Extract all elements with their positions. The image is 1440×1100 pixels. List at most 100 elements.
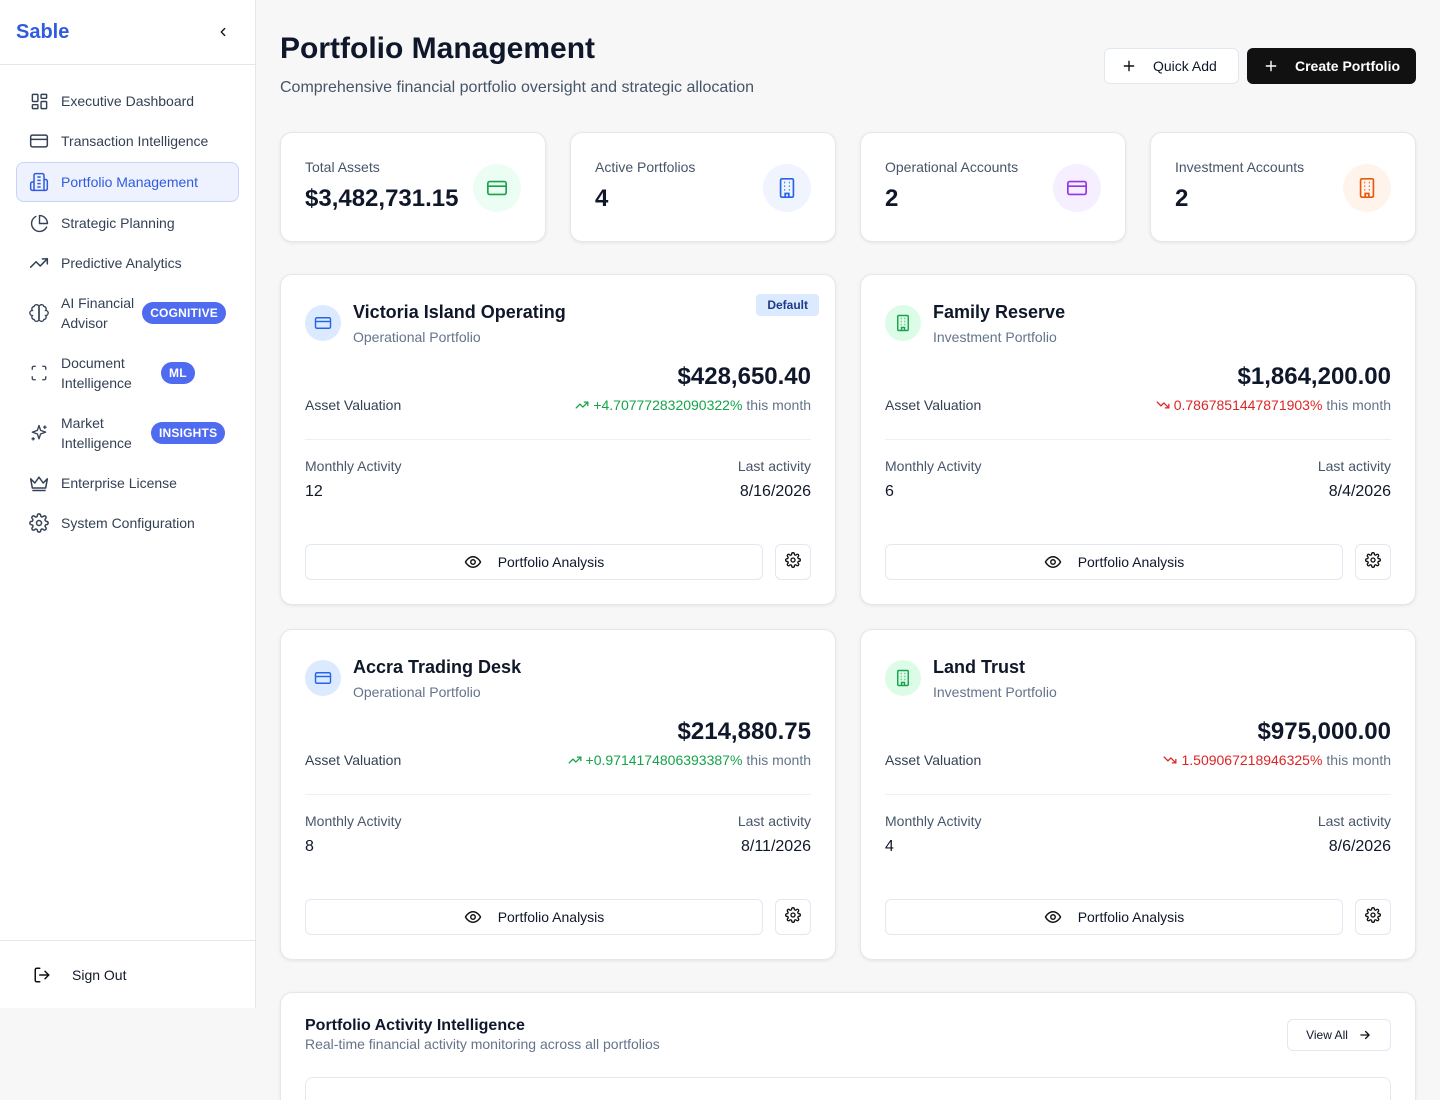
sidebar-item-label: Strategic Planning <box>61 215 175 231</box>
change-value: +4.707772832090322% <box>593 397 743 413</box>
portfolio-name: Family Reserve <box>933 302 1066 322</box>
trending-up-icon <box>29 253 49 273</box>
portfolio-analysis-label: Portfolio Analysis <box>1077 909 1185 925</box>
sidebar-item-market-intelligence[interactable]: Market Intelligence INSIGHTS <box>16 403 239 463</box>
sidebar-item-strategic-planning[interactable]: Strategic Planning <box>16 203 239 243</box>
monthly-change: +0.9714174806393387% this month <box>568 752 811 768</box>
building-icon <box>885 660 921 696</box>
asset-valuation-label: Asset Valuation <box>885 752 982 768</box>
stat-value: 2 <box>885 185 899 212</box>
portfolio-analysis-button[interactable]: Portfolio Analysis <box>305 899 763 935</box>
portfolio-card: Victoria Island Operating Operational Po… <box>280 274 836 605</box>
view-all-button[interactable]: View All <box>1287 1019 1391 1051</box>
portfolio-analysis-button[interactable]: Portfolio Analysis <box>885 899 1343 935</box>
trending-up-icon <box>568 753 582 767</box>
default-badge: Default <box>756 294 819 316</box>
sidebar-item-document-intelligence[interactable]: Document Intelligence ML <box>16 343 239 403</box>
sidebar-item-executive-dashboard[interactable]: Executive Dashboard <box>16 81 239 121</box>
sidebar-item-label: Document Intelligence <box>61 355 132 391</box>
sidebar-item-label: System Configuration <box>61 515 195 531</box>
stat-label: Active Portfolios <box>595 159 696 175</box>
chevron-left-icon[interactable] <box>215 24 231 40</box>
monthly-activity-label: Monthly Activity <box>885 813 982 829</box>
sidebar-item-enterprise-license[interactable]: Enterprise License <box>16 463 239 503</box>
sidebar-header: Sable <box>0 0 255 65</box>
portfolio-settings-button[interactable] <box>775 544 811 580</box>
stat-value: 2 <box>1175 185 1189 212</box>
view-all-label: View All <box>1306 1028 1348 1042</box>
stat-label: Operational Accounts <box>885 159 1019 175</box>
portfolio-card: Family Reserve Investment Portfolio $1,8… <box>860 274 1416 605</box>
gear-icon <box>1365 551 1381 573</box>
portfolio-amount: $428,650.40 <box>677 363 811 390</box>
quick-add-button[interactable]: Quick Add <box>1104 48 1239 84</box>
building-icon <box>29 172 49 192</box>
divider <box>305 439 811 440</box>
eye-icon <box>464 908 482 926</box>
create-portfolio-button[interactable]: Create Portfolio <box>1247 48 1416 84</box>
eye-icon <box>1044 553 1062 571</box>
portfolio-settings-button[interactable] <box>775 899 811 935</box>
portfolio-type: Investment Portfolio <box>933 684 1057 700</box>
eye-icon <box>464 553 482 571</box>
portfolio-amount: $975,000.00 <box>1257 718 1391 745</box>
plus-icon <box>1263 58 1279 74</box>
stat-card-total-assets: Total Assets $3,482,731.15 <box>280 132 546 242</box>
activity-title: Portfolio Activity Intelligence <box>305 1017 525 1034</box>
portfolio-name: Victoria Island Operating <box>353 302 566 322</box>
stat-card-investment-accounts: Investment Accounts 2 <box>1150 132 1416 242</box>
portfolio-settings-button[interactable] <box>1355 544 1391 580</box>
sidebar-nav: Executive Dashboard Transaction Intellig… <box>0 65 255 543</box>
building-icon <box>763 164 811 212</box>
layout-grid-icon <box>29 91 49 111</box>
monthly-activity-label: Monthly Activity <box>305 813 402 829</box>
sidebar-item-label: Transaction Intelligence <box>61 133 209 149</box>
quick-add-label: Quick Add <box>1153 58 1217 74</box>
portfolio-type: Investment Portfolio <box>933 329 1057 345</box>
last-activity-label: Last activity <box>1317 813 1391 829</box>
sidebar-item-system-configuration[interactable]: System Configuration <box>16 503 239 543</box>
stat-card-operational-accounts: Operational Accounts 2 <box>860 132 1126 242</box>
brain-icon <box>29 303 49 323</box>
last-activity-value: 8/6/2026 <box>1328 838 1391 855</box>
portfolio-settings-button[interactable] <box>1355 899 1391 935</box>
last-activity-value: 8/4/2026 <box>1328 483 1391 500</box>
stats-row: Total Assets $3,482,731.15 Active Portfo… <box>280 132 1416 242</box>
activity-subtitle: Real-time financial activity monitoring … <box>305 1036 660 1052</box>
sidebar-item-label: Predictive Analytics <box>61 255 182 271</box>
plus-icon <box>1121 58 1137 74</box>
credit-card-icon <box>29 131 49 151</box>
sidebar-item-label: Market Intelligence <box>61 415 132 451</box>
portfolio-analysis-button[interactable]: Portfolio Analysis <box>305 544 763 580</box>
arrow-right-icon <box>1358 1028 1372 1042</box>
log-out-icon <box>32 965 52 985</box>
change-suffix: this month <box>1326 397 1391 413</box>
sidebar-item-predictive-analytics[interactable]: Predictive Analytics <box>16 243 239 283</box>
portfolio-card: Land Trust Investment Portfolio $975,000… <box>860 629 1416 960</box>
gear-icon <box>1365 906 1381 928</box>
sidebar-item-label: Enterprise License <box>61 475 177 491</box>
portfolio-analysis-button[interactable]: Portfolio Analysis <box>885 544 1343 580</box>
brand-logo[interactable]: Sable <box>16 20 70 43</box>
portfolio-grid: Victoria Island Operating Operational Po… <box>280 274 1416 960</box>
portfolio-amount: $214,880.75 <box>677 718 811 745</box>
sidebar-item-transaction-intelligence[interactable]: Transaction Intelligence <box>16 121 239 161</box>
scan-icon <box>29 363 49 383</box>
sidebar-item-portfolio-management[interactable]: Portfolio Management <box>16 162 239 202</box>
change-value: 0.7867851447871903% <box>1173 397 1323 413</box>
portfolio-type: Operational Portfolio <box>353 329 481 345</box>
monthly-activity-label: Monthly Activity <box>305 458 402 474</box>
sign-out-button[interactable]: Sign Out <box>0 940 255 1008</box>
last-activity-label: Last activity <box>737 813 811 829</box>
sidebar: Sable Executive Dashboard Transaction In… <box>0 0 256 1008</box>
asset-valuation-label: Asset Valuation <box>885 397 982 413</box>
monthly-activity-label: Monthly Activity <box>885 458 982 474</box>
change-suffix: this month <box>746 397 811 413</box>
monthly-change: 1.509067218946325% this month <box>1163 752 1391 768</box>
activity-panel: Portfolio Activity Intelligence Real-tim… <box>280 992 1416 1100</box>
change-value: 1.509067218946325% <box>1181 752 1323 768</box>
divider <box>305 794 811 795</box>
portfolio-card: Accra Trading Desk Operational Portfolio… <box>280 629 836 960</box>
credit-card-icon <box>473 164 521 212</box>
sidebar-item-ai-financial-advisor[interactable]: AI Financial Advisor COGNITIVE <box>16 283 239 343</box>
